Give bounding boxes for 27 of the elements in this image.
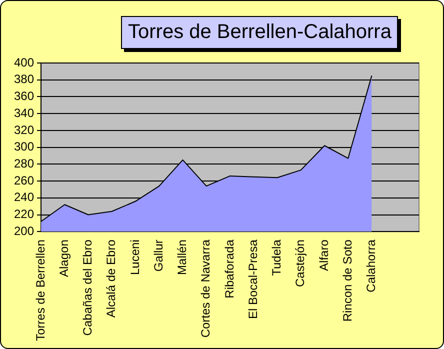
x-tick-label: Calahorra bbox=[364, 239, 378, 292]
x-tick-label: El Bocal-Presa bbox=[246, 239, 260, 319]
x-tick-label: Alfaro bbox=[316, 239, 331, 271]
y-tick-label: 400 bbox=[14, 55, 34, 70]
y-tick-label: 240 bbox=[14, 190, 34, 204]
y-tick-label: 200 bbox=[14, 224, 34, 238]
y-tick-label: 380 bbox=[14, 72, 34, 86]
x-tick-label: Luceni bbox=[128, 240, 142, 275]
y-tick-label: 300 bbox=[14, 140, 34, 154]
y-tick-label: 340 bbox=[14, 106, 34, 120]
y-tick-label: 280 bbox=[14, 156, 34, 170]
x-tick-label: Castejón bbox=[293, 240, 308, 287]
x-tick-label: Tudela bbox=[270, 239, 284, 276]
x-tick-label: Cortes de Navarra bbox=[198, 239, 213, 338]
y-tick-label: 320 bbox=[14, 122, 34, 137]
y-tick-label: 220 bbox=[14, 207, 34, 222]
x-tick-label: Cabañas del Ebro bbox=[80, 239, 95, 336]
x-tick-label: Ribaforada bbox=[222, 239, 236, 298]
y-tick-label: 360 bbox=[14, 89, 34, 104]
chart-title: Torres de Berrellen-Calahorra bbox=[121, 16, 398, 49]
x-tick-label: Mallén bbox=[175, 240, 190, 275]
x-tick-label: Alcalá de Ebro bbox=[104, 239, 118, 318]
x-tick-label: Gallur bbox=[151, 240, 166, 272]
x-tick-label: Torres de Berrellen bbox=[33, 240, 48, 342]
x-tick-label: Alagon bbox=[56, 240, 71, 277]
x-tick-label: Rincon de Soto bbox=[340, 239, 354, 322]
y-tick-label: 260 bbox=[14, 173, 34, 188]
